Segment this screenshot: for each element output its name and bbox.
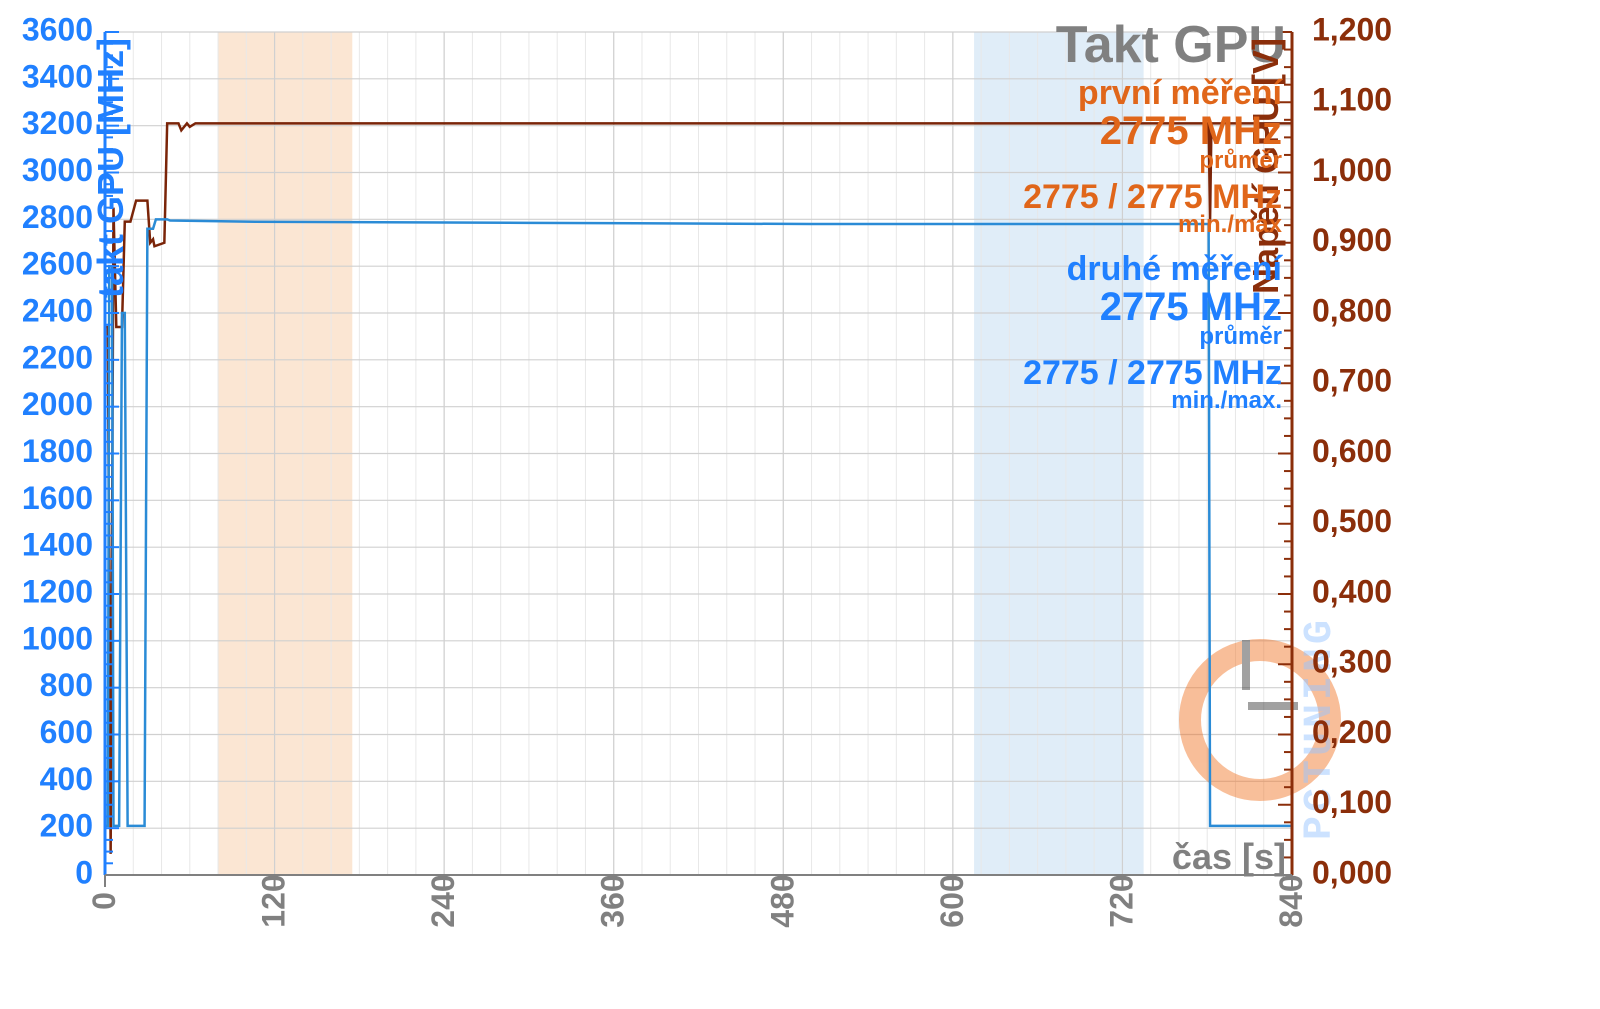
x-tick-label: 720 bbox=[1103, 874, 1139, 927]
y1-tick-label: 2600 bbox=[22, 246, 93, 282]
y2-tick-label: 0,800 bbox=[1312, 292, 1392, 328]
anno1-range-sub: min./max bbox=[1178, 211, 1283, 238]
y1-tick-label: 2200 bbox=[22, 339, 93, 375]
gpu-clock-chart: PCTUNING 0200400600800100012001400160018… bbox=[0, 0, 1600, 1009]
y2-tick-label: 0,200 bbox=[1312, 714, 1392, 750]
x-tick-label: 600 bbox=[934, 874, 970, 927]
x-tick-label: 0 bbox=[86, 892, 122, 910]
x-axis-label: čas [s] bbox=[1172, 836, 1286, 877]
y1-tick-label: 800 bbox=[40, 667, 93, 703]
y1-tick-label: 1400 bbox=[22, 527, 93, 563]
y1-tick-label: 200 bbox=[40, 808, 93, 844]
y2-tick-label: 0,500 bbox=[1312, 503, 1392, 539]
y2-tick-label: 1,000 bbox=[1312, 152, 1392, 188]
y2-tick-label: 1,100 bbox=[1312, 82, 1392, 118]
y2-tick-label: 0,100 bbox=[1312, 784, 1392, 820]
x-tick-label: 240 bbox=[425, 874, 461, 927]
anno1-heading: první měření bbox=[1078, 74, 1284, 112]
y1-tick-label: 1200 bbox=[22, 573, 93, 609]
y1-tick-label: 3200 bbox=[22, 105, 93, 141]
y1-tick-label: 400 bbox=[40, 761, 93, 797]
y2-tick-label: 0,600 bbox=[1312, 433, 1392, 469]
x-tick-label: 480 bbox=[764, 874, 800, 927]
x-tick-label: 360 bbox=[595, 874, 631, 927]
anno2-range-sub: min./max. bbox=[1171, 387, 1282, 414]
y1-tick-label: 600 bbox=[40, 714, 93, 750]
y2-tick-label: 0,000 bbox=[1312, 854, 1392, 890]
y1-tick-label: 3400 bbox=[22, 58, 93, 94]
y1-tick-label: 2000 bbox=[22, 386, 93, 422]
y1-tick-label: 1800 bbox=[22, 433, 93, 469]
y2-tick-label: 0,900 bbox=[1312, 222, 1392, 258]
anno2-heading: druhé měření bbox=[1067, 250, 1284, 288]
x-tick-label: 840 bbox=[1273, 874, 1309, 927]
y2-tick-label: 0,300 bbox=[1312, 644, 1392, 680]
y1-tick-label: 1600 bbox=[22, 480, 93, 516]
y1-tick-label: 3000 bbox=[22, 152, 93, 188]
y1-tick-label: 2400 bbox=[22, 292, 93, 328]
x-tick-label: 120 bbox=[256, 874, 292, 927]
y1-axis-label: takt GPU [MHz] bbox=[90, 38, 131, 298]
anno1-value-sub: průměr bbox=[1199, 147, 1282, 174]
y2-tick-label: 0,400 bbox=[1312, 573, 1392, 609]
y1-tick-label: 1000 bbox=[22, 620, 93, 656]
y1-tick-label: 3600 bbox=[22, 11, 93, 47]
y1-tick-label: 0 bbox=[75, 854, 93, 890]
y2-tick-label: 0,700 bbox=[1312, 363, 1392, 399]
y1-tick-label: 2800 bbox=[22, 199, 93, 235]
anno2-value-sub: průměr bbox=[1199, 323, 1282, 350]
y2-tick-label: 1,200 bbox=[1312, 11, 1392, 47]
